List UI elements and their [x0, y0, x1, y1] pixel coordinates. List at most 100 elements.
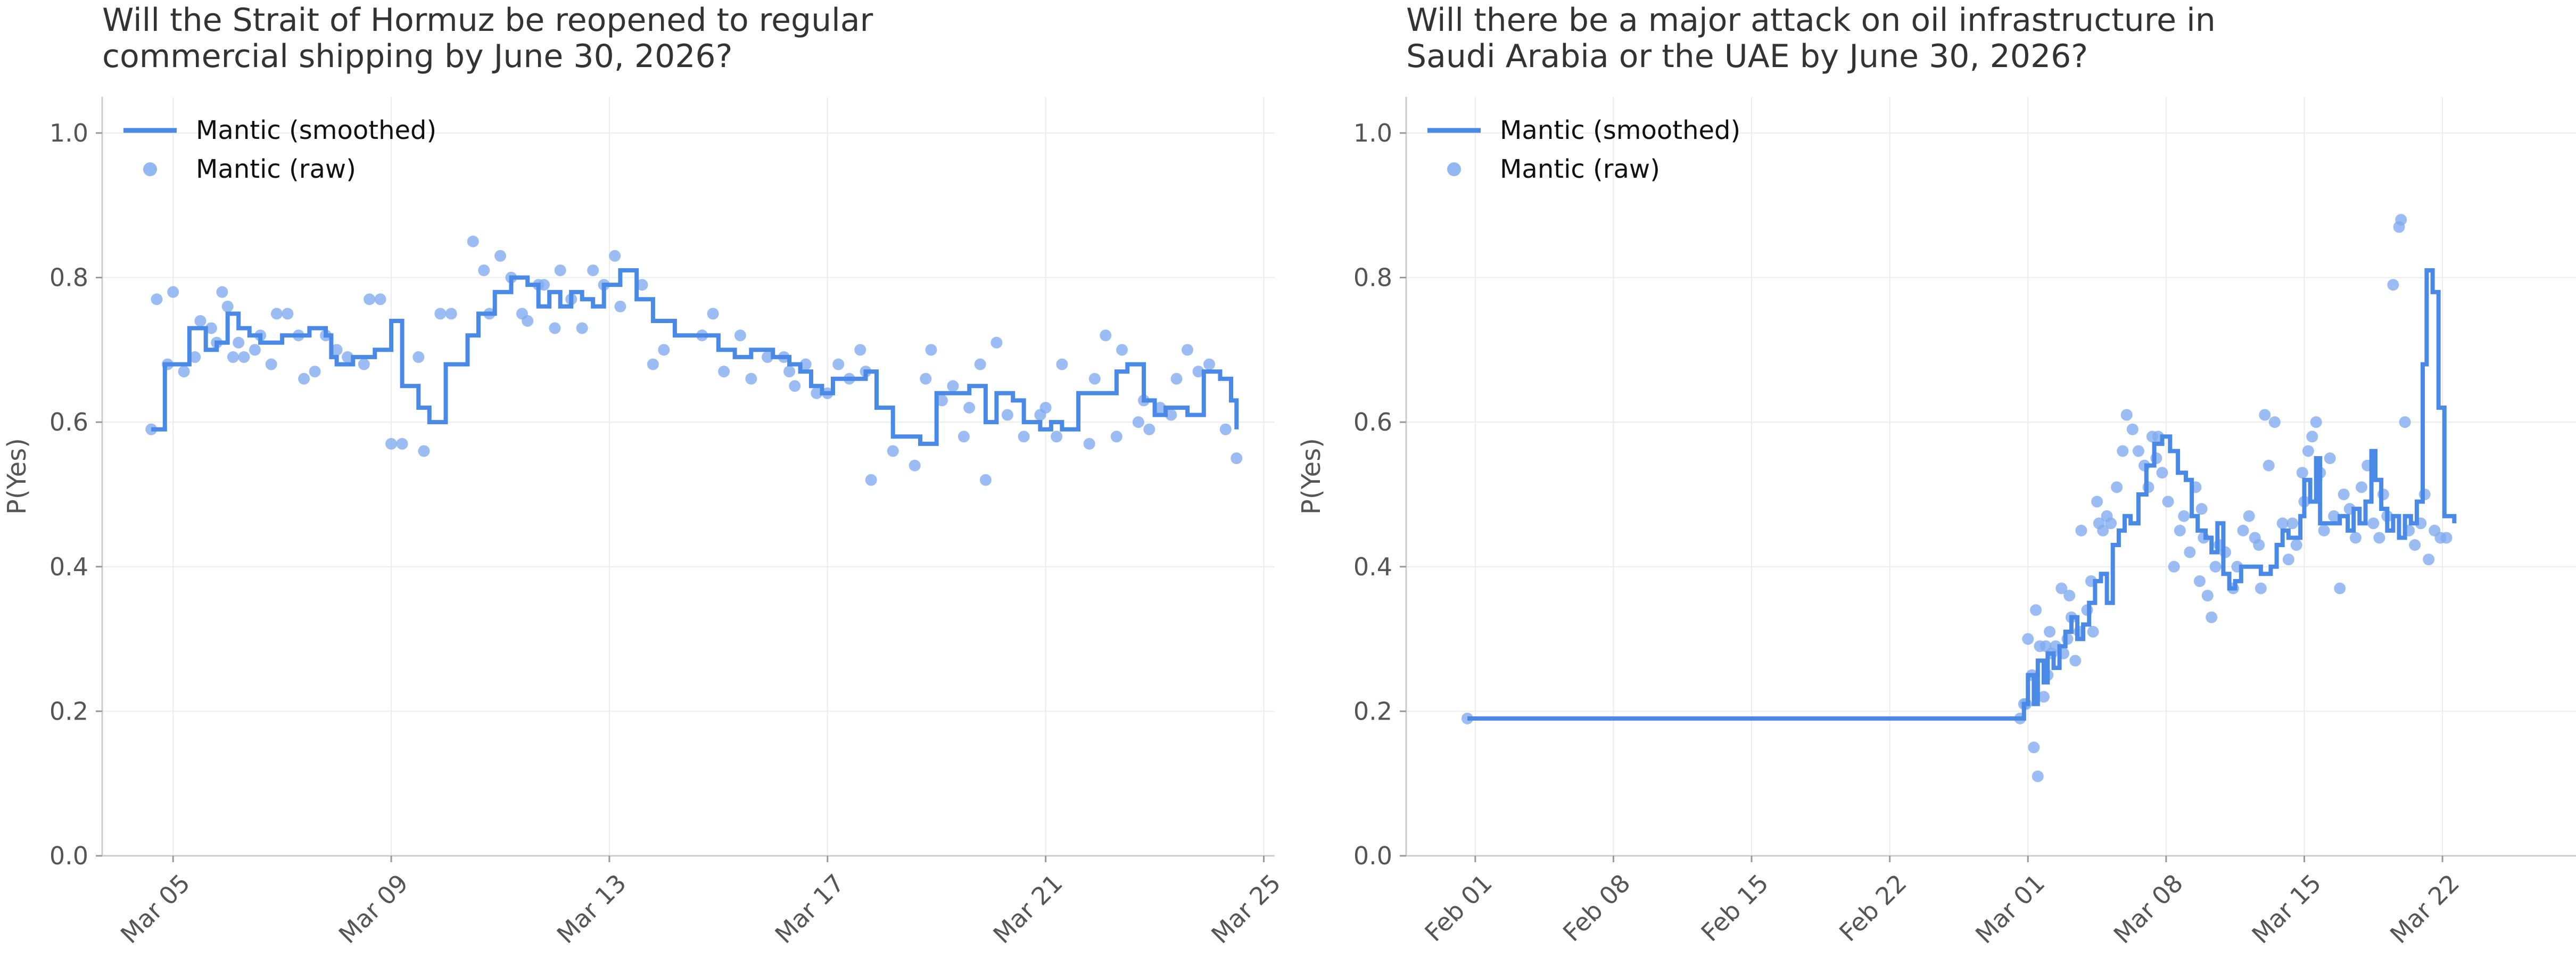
- raw-point: [1110, 431, 1122, 443]
- raw-point: [1056, 358, 1068, 370]
- raw-point: [298, 373, 310, 385]
- raw-point: [2195, 503, 2208, 515]
- raw-point: [2302, 445, 2314, 457]
- raw-point: [1154, 401, 1166, 414]
- raw-point: [2201, 590, 2214, 602]
- raw-point: [1219, 423, 1232, 435]
- raw-point: [2193, 575, 2206, 587]
- raw-point: [1461, 712, 1473, 724]
- raw-point: [2178, 510, 2190, 522]
- legend-swatch-raw: [143, 162, 157, 176]
- raw-point: [2075, 524, 2087, 536]
- chart-panel-oil-attack: Will there be a major attack on oil infr…: [1288, 0, 2576, 958]
- raw-point: [2296, 467, 2308, 479]
- raw-point: [2290, 539, 2302, 551]
- chart-svg-hormuz: 0.0 0.2 0.4 0.6 0.8 1.0 Mar 05 Mar 09 Mar 13 Mar …: [2, 97, 1286, 949]
- raw-point: [2184, 546, 2196, 558]
- raw-point: [1018, 431, 1030, 443]
- x-tick-label: Feb 22: [1834, 869, 1912, 947]
- raw-point: [811, 387, 823, 399]
- raw-point: [2399, 416, 2411, 428]
- raw-point: [587, 264, 599, 276]
- raw-point: [309, 366, 321, 378]
- y-tick-label: 0.6: [1353, 408, 1392, 436]
- raw-point: [2349, 532, 2362, 544]
- raw-point: [707, 308, 719, 320]
- raw-point: [216, 286, 228, 298]
- raw-point: [167, 286, 179, 298]
- raw-point: [2328, 510, 2340, 522]
- x-tick-label: Mar 22: [2384, 869, 2465, 949]
- raw-point: [2253, 539, 2265, 551]
- chart-title-line-1: Will the Strait of Hormuz be reopened to…: [102, 2, 873, 39]
- raw-point: [2105, 517, 2117, 530]
- raw-point: [979, 474, 992, 486]
- raw-point: [2318, 524, 2330, 536]
- raw-point: [478, 264, 490, 276]
- y-tick-label: 0.2: [1353, 697, 1392, 725]
- raw-point: [221, 300, 234, 312]
- raw-point: [2367, 517, 2380, 530]
- raw-point: [265, 358, 277, 370]
- raw-point: [2055, 582, 2068, 594]
- raw-points-group: [145, 235, 1243, 486]
- raw-point: [718, 366, 730, 378]
- raw-point: [799, 358, 812, 370]
- raw-point: [832, 358, 845, 370]
- x-tick-label: Mar 25: [1206, 869, 1286, 949]
- raw-point: [647, 358, 659, 370]
- raw-point: [2032, 770, 2044, 782]
- y-tick-label: 0.0: [1353, 841, 1392, 870]
- raw-point: [2174, 524, 2186, 536]
- legend: Mantic (smoothed) Mantic (raw): [1427, 115, 1740, 184]
- raw-point: [2168, 560, 2180, 573]
- raw-point: [1231, 452, 1243, 465]
- raw-point: [909, 459, 921, 472]
- x-tick-label: Mar 17: [770, 869, 850, 949]
- raw-point: [270, 308, 283, 320]
- raw-point: [1165, 409, 1177, 421]
- raw-point: [957, 431, 970, 443]
- raw-point: [925, 344, 937, 356]
- raw-point: [2037, 691, 2050, 703]
- raw-point: [2255, 582, 2267, 594]
- chart-title-line-1: Will there be a major attack on oil infr…: [1406, 2, 2216, 39]
- raw-point: [1203, 358, 1216, 370]
- raw-point: [745, 373, 757, 385]
- y-tick-label: 1.0: [1353, 119, 1392, 147]
- raw-point: [2310, 416, 2322, 428]
- raw-point: [522, 315, 534, 327]
- raw-point: [1132, 416, 1144, 428]
- raw-point: [887, 445, 899, 457]
- raw-point: [1192, 366, 1204, 378]
- raw-point: [2091, 495, 2103, 508]
- raw-point: [467, 235, 479, 247]
- raw-point: [2030, 604, 2042, 616]
- raw-point: [920, 373, 932, 385]
- raw-point: [2022, 633, 2034, 645]
- y-tick-label: 0.4: [49, 552, 88, 581]
- raw-point: [854, 344, 866, 356]
- raw-point: [2206, 611, 2218, 623]
- raw-point: [2440, 532, 2453, 544]
- raw-point: [554, 264, 566, 276]
- x-tick-label: Feb 01: [1419, 869, 1498, 947]
- raw-point: [576, 322, 588, 334]
- x-tick-label: Mar 21: [987, 869, 1068, 949]
- raw-point: [2423, 554, 2435, 566]
- chart-svg-oil-attack: 0.0 0.2 0.4 0.6 0.8 1.0 Feb 01 Feb 08 Feb 15 Feb …: [1297, 97, 2576, 949]
- raw-point: [205, 322, 217, 334]
- raw-point: [2132, 445, 2144, 457]
- raw-point: [1100, 329, 1112, 342]
- raw-point: [2356, 481, 2368, 493]
- x-tick-label: Mar 05: [115, 869, 195, 949]
- raw-point: [342, 351, 354, 363]
- raw-point: [963, 401, 976, 414]
- raw-point: [445, 308, 457, 320]
- raw-point: [385, 437, 398, 450]
- raw-point: [783, 366, 796, 378]
- raw-point: [238, 351, 250, 363]
- raw-point: [2263, 459, 2275, 472]
- raw-point: [194, 315, 207, 327]
- raw-point: [434, 308, 447, 320]
